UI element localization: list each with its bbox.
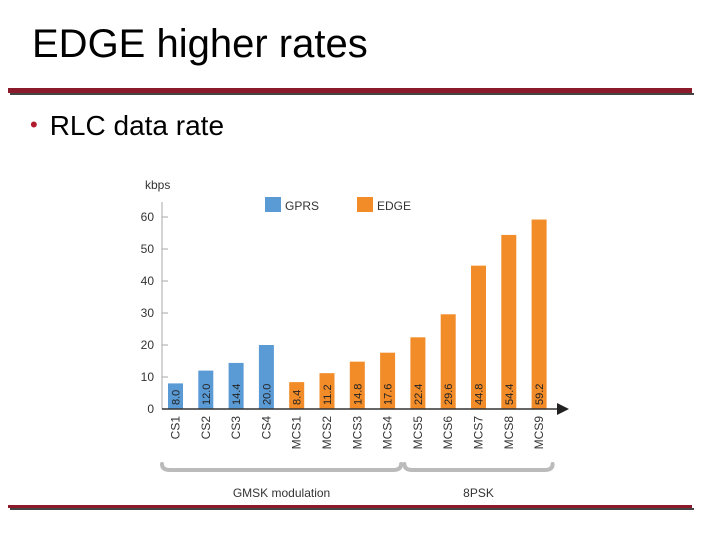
bar-mcs6: [440, 314, 456, 409]
legend-label-gprs: GPRS: [285, 199, 319, 213]
y-tick-label: 20: [141, 338, 155, 352]
y-tick-label: 30: [141, 306, 155, 320]
y-tick-label: 60: [141, 210, 155, 224]
group-label: GMSK modulation: [233, 486, 330, 500]
bars: 8.0 CS1 12.0 CS2 14.4 CS3 20.0 CS4 8.4 MCS1 11.2 MC…: [168, 219, 547, 450]
category-label: MCS7: [472, 416, 486, 450]
bar-value-label: 12.0: [201, 384, 213, 405]
category-label: CS3: [229, 416, 243, 440]
bar-mcs2: [319, 373, 335, 409]
group-label: 8PSK: [463, 486, 494, 500]
group-brackets: GMSK modulation 8PSK: [160, 462, 555, 500]
bar-mcs9: [531, 219, 547, 409]
legend-swatch-gprs: [265, 197, 281, 212]
y-tick-label: 10: [141, 370, 155, 384]
bar-value-label: 14.8: [352, 384, 364, 405]
y-axis-label: kbps: [145, 178, 170, 192]
bar-cs2: [198, 370, 214, 409]
bar-value-label: 17.6: [383, 384, 395, 405]
category-label: MCS3: [350, 416, 364, 450]
group-bracket: [402, 462, 555, 472]
title-divider: [8, 88, 692, 93]
legend-swatch-edge: [357, 197, 373, 212]
y-tick-label: 0: [147, 402, 154, 416]
bar-mcs5: [410, 337, 426, 409]
bar-value-label: 22.4: [413, 384, 425, 405]
bar-mcs8: [501, 234, 517, 409]
bullet-text: RLC data rate: [49, 110, 225, 141]
category-label: CS4: [259, 416, 273, 440]
category-label: MCS8: [502, 416, 516, 450]
bar-mcs4: [380, 352, 396, 409]
footer-divider: [8, 505, 692, 508]
x-axis: [162, 403, 569, 415]
y-tick-label: 50: [141, 242, 155, 256]
bar-value-label: 8.4: [292, 390, 304, 405]
bar-value-label: 20.0: [261, 384, 273, 405]
bar-value-label: 11.2: [322, 384, 334, 405]
y-axis-ticks: 0 10 20 30 40 50 60: [141, 202, 168, 416]
y-tick-label: 40: [141, 274, 155, 288]
group-bracket: [160, 462, 404, 472]
category-label: MCS5: [411, 416, 425, 450]
slide-title: EDGE higher rates: [32, 22, 368, 66]
category-label: MCS9: [532, 416, 546, 450]
title-divider-shadow: [10, 93, 694, 95]
bar-mcs7: [471, 265, 486, 409]
bar-value-label: 59.2: [534, 384, 546, 405]
bar-cs1: [168, 383, 183, 409]
category-label: MCS4: [381, 416, 395, 450]
category-label: CS2: [199, 416, 213, 440]
bar-value-label: 29.6: [443, 384, 455, 405]
bar-mcs3: [349, 361, 365, 409]
bullet-item: • RLC data rate: [30, 110, 224, 142]
bar-cs3: [228, 362, 244, 409]
category-label: CS1: [169, 416, 183, 440]
x-axis-arrow-icon: [557, 403, 569, 415]
legend-label-edge: EDGE: [377, 199, 411, 213]
bullet-dot-icon: •: [30, 112, 38, 137]
bar-value-label: 14.4: [231, 384, 243, 405]
footer-divider-shadow: [10, 508, 694, 510]
bar-value-label: 44.8: [474, 384, 486, 405]
category-label: MCS6: [441, 416, 455, 450]
bar-cs4: [258, 345, 274, 409]
legend: GPRS EDGE: [265, 197, 411, 213]
bar-value-label: 54.4: [504, 384, 516, 405]
category-label: MCS1: [290, 416, 304, 450]
bar-value-label: 8.0: [171, 390, 183, 405]
category-label: MCS2: [320, 416, 334, 450]
bar-mcs1: [289, 382, 305, 409]
